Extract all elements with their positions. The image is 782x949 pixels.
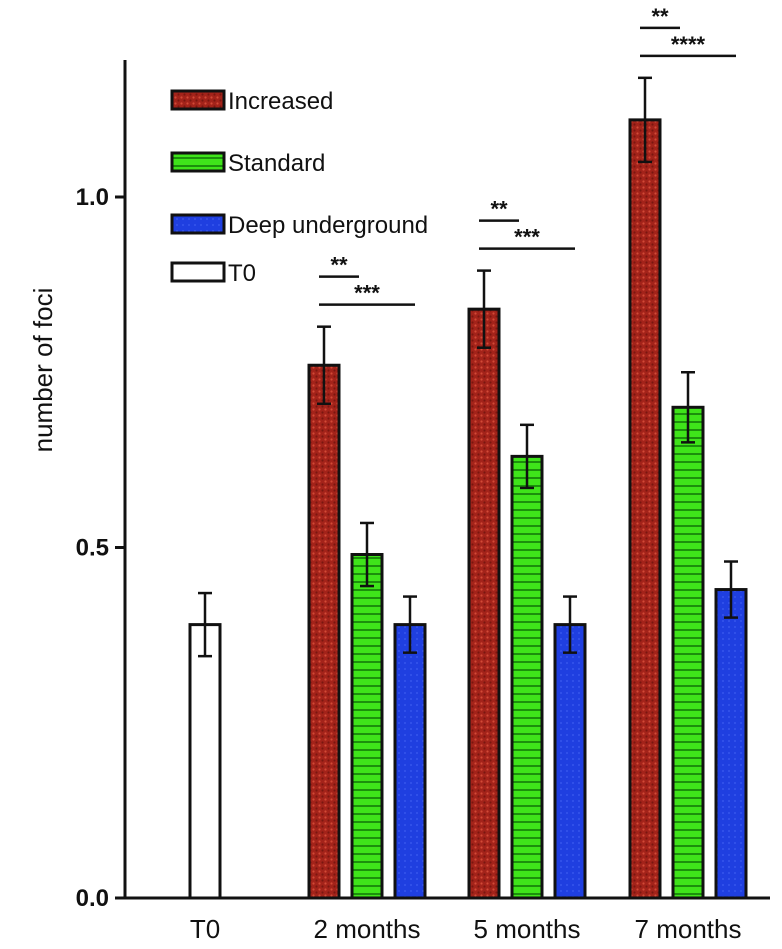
legend-label: Standard: [228, 150, 325, 177]
significance-label: **: [651, 4, 669, 29]
axes: 0.0 0.5 1.0 T0 2 months 5 months 7 months: [76, 60, 770, 944]
legend-swatch-standard: [170, 151, 226, 173]
x-tick-label: 2 months: [314, 914, 421, 944]
significance-label: ***: [354, 281, 380, 306]
bar-deep-underground-7-months: [714, 588, 748, 900]
legend-label: Increased: [228, 88, 333, 115]
bar-deep-underground-2-months: [393, 623, 427, 900]
bar-increased-7-months: [628, 118, 662, 900]
significance-label: ****: [671, 32, 706, 57]
bar-increased-2-months: [307, 363, 341, 900]
legend-swatch-deep-underground: [170, 213, 226, 235]
x-tick-label: 5 months: [474, 914, 581, 944]
y-tick-label: 0.0: [76, 885, 109, 912]
bar-standard-2-months: [350, 553, 384, 900]
legend-label: Deep underground: [228, 212, 428, 239]
bar-standard-5-months: [510, 454, 544, 900]
legend: Increased Standard Deep underground T0: [170, 88, 428, 287]
y-tick-label: 1.0: [76, 184, 109, 211]
significance-label: **: [490, 197, 508, 222]
significance-label: **: [330, 253, 348, 278]
x-tick-label: 7 months: [635, 914, 742, 944]
significance-group: ****************: [319, 4, 736, 306]
bar-t0-t0: [188, 623, 222, 900]
legend-swatch-t0: [170, 261, 226, 283]
bars-group: [188, 76, 748, 900]
legend-label: T0: [228, 260, 256, 287]
bar-deep-underground-5-months: [553, 623, 587, 900]
y-tick-label: 0.5: [76, 535, 109, 562]
legend-swatch-increased: [170, 89, 226, 111]
y-axis-label: number of foci: [28, 288, 58, 453]
bar-increased-5-months: [467, 307, 501, 900]
x-tick-label: T0: [190, 914, 220, 944]
significance-label: ***: [514, 225, 540, 250]
bar-standard-7-months: [671, 405, 705, 900]
